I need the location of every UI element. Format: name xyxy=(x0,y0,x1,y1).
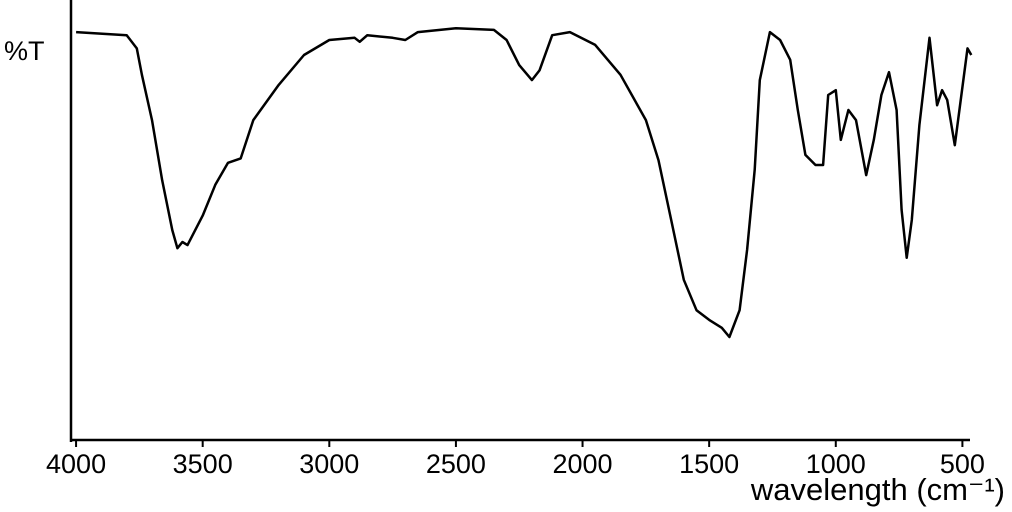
x-axis-label: wavelength (cm⁻¹) xyxy=(750,472,1005,507)
x-tick-label: 2000 xyxy=(553,449,613,479)
spectrum-line xyxy=(76,26,973,339)
y-axis-label: %T xyxy=(4,36,45,66)
x-tick-label: 2500 xyxy=(426,449,486,479)
x-tick-label: 4000 xyxy=(46,449,106,479)
x-tick-label: 3000 xyxy=(299,449,359,479)
x-tick-label: 1500 xyxy=(679,449,739,479)
x-tick-label: 3500 xyxy=(173,449,233,479)
x-tick-label: 500 xyxy=(940,449,985,479)
x-tick-label: 1000 xyxy=(806,449,866,479)
